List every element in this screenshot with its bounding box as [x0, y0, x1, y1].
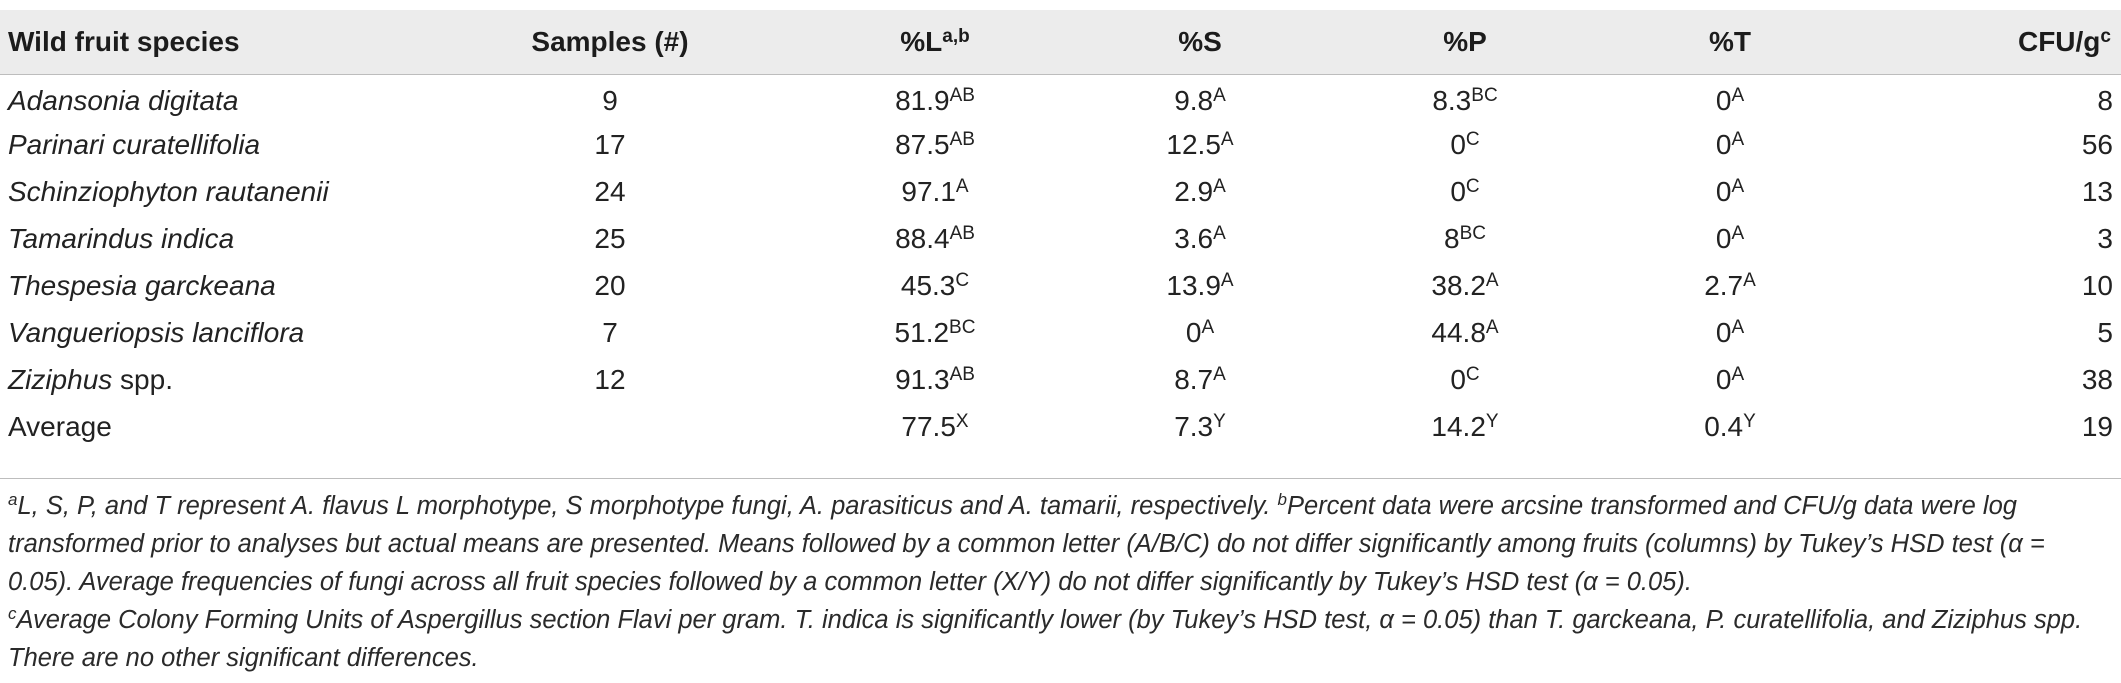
- samples-cell: 17: [594, 128, 626, 160]
- cfu-cell: 8: [2097, 84, 2113, 116]
- l-cell: 77.5X: [901, 410, 969, 442]
- header-percent-p: %P: [1443, 26, 1487, 57]
- footnote-a-text: L, S, P, and T represent A. flavus L mor…: [17, 492, 1271, 520]
- cfu-cell: 38: [2081, 363, 2113, 395]
- footnote-mark-b: b: [1277, 490, 1287, 509]
- table-row: Ziziphus spp. 12 91.3AB 8.7A 0C 0A 38: [0, 356, 2121, 403]
- s-cell: 2.9A: [1174, 175, 1226, 207]
- header-footnote-mark: a,b: [942, 26, 970, 47]
- l-cell: 88.4AB: [895, 222, 975, 254]
- samples-cell: 24: [594, 175, 626, 207]
- samples-cell: [420, 403, 800, 450]
- species-name: Vangueriopsis lanciflora: [8, 316, 305, 348]
- footnote-c: cAverage Colony Forming Units of Aspergi…: [8, 601, 2113, 677]
- t-cell: 0A: [1715, 363, 1745, 395]
- t-cell: 0A: [1715, 175, 1745, 207]
- s-cell: 7.3Y: [1174, 410, 1226, 442]
- p-cell: 0C: [1450, 363, 1480, 395]
- s-cell: 13.9A: [1166, 269, 1234, 301]
- species-name: Adansonia digitata: [8, 84, 239, 116]
- species-name: Ziziphus spp.: [8, 363, 173, 395]
- data-table: Wild fruit species Samples (#) %La,b %S …: [0, 10, 2121, 450]
- p-cell: 38.2A: [1431, 269, 1499, 301]
- header-percent-l: %La,b: [900, 26, 970, 57]
- species-name: Tamarindus indica: [8, 222, 235, 254]
- p-cell: 44.8A: [1431, 316, 1499, 348]
- samples-cell: 12: [594, 363, 626, 395]
- header-cfu: CFU/gc: [2017, 26, 2111, 57]
- t-cell: 2.7A: [1704, 269, 1756, 301]
- cfu-cell: 10: [2081, 269, 2113, 301]
- table-row: Parinari curatellifolia 17 87.5AB 12.5A …: [0, 121, 2121, 168]
- footnote-c-text: Average Colony Forming Units of Aspergil…: [8, 606, 2083, 672]
- t-cell: 0A: [1715, 222, 1745, 254]
- samples-cell: 9: [602, 84, 618, 116]
- cfu-cell: 13: [2081, 175, 2113, 207]
- header-samples: Samples (#): [531, 26, 689, 57]
- l-cell: 51.2BC: [894, 316, 976, 348]
- cfu-cell: 5: [2097, 316, 2113, 348]
- s-cell: 0A: [1185, 316, 1215, 348]
- t-cell: 0A: [1715, 316, 1745, 348]
- footnote-mark-c: c: [8, 604, 17, 623]
- p-cell: 0C: [1450, 128, 1480, 160]
- species-name: Thespesia garckeana: [8, 269, 276, 301]
- species-name: Schinziophyton rautanenii: [8, 175, 329, 207]
- table-row: Thespesia garckeana 20 45.3C 13.9A 38.2A…: [0, 262, 2121, 309]
- footnote-mark-a: a: [8, 490, 18, 509]
- samples-cell: 20: [594, 269, 626, 301]
- l-cell: 87.5AB: [895, 128, 975, 160]
- header-footnote-mark: c: [2100, 26, 2111, 47]
- table-footnotes: aL, S, P, and T represent A. flavus L mo…: [8, 487, 2113, 677]
- l-cell: 45.3C: [900, 269, 970, 301]
- table-row: Schinziophyton rautanenii 24 97.1A 2.9A …: [0, 168, 2121, 215]
- s-cell: 12.5A: [1166, 128, 1234, 160]
- t-cell: 0.4Y: [1704, 410, 1756, 442]
- table-bottom-divider: [0, 478, 2121, 479]
- s-cell: 8.7A: [1174, 363, 1226, 395]
- t-cell: 0A: [1715, 128, 1745, 160]
- p-cell: 14.2Y: [1431, 410, 1499, 442]
- samples-cell: 25: [594, 222, 626, 254]
- t-cell: 0A: [1715, 84, 1745, 116]
- footnote-ab: aL, S, P, and T represent A. flavus L mo…: [8, 487, 2113, 601]
- header-percent-t: %T: [1709, 26, 1751, 57]
- species-name: Parinari curatellifolia: [8, 128, 261, 160]
- average-label: Average: [8, 410, 112, 442]
- cfu-cell: 56: [2081, 128, 2113, 160]
- l-cell: 91.3AB: [895, 363, 975, 395]
- s-cell: 9.8A: [1174, 84, 1226, 116]
- p-cell: 8BC: [1444, 222, 1486, 254]
- header-row: Wild fruit species Samples (#) %La,b %S …: [0, 10, 2121, 74]
- l-cell: 81.9AB: [895, 84, 975, 116]
- header-percent-s: %S: [1178, 26, 1222, 57]
- table-row: Vangueriopsis lanciflora 7 51.2BC 0A 44.…: [0, 309, 2121, 356]
- header-divider: [0, 74, 2121, 75]
- average-row: Average 77.5X 7.3Y 14.2Y 0.4Y 19: [0, 403, 2121, 450]
- cfu-cell: 19: [2081, 410, 2113, 442]
- cfu-cell: 3: [2097, 222, 2113, 254]
- header-species: Wild fruit species: [8, 26, 240, 57]
- footnote-b-text: Percent data were arcsine transformed an…: [8, 492, 2045, 596]
- s-cell: 3.6A: [1174, 222, 1226, 254]
- p-cell: 0C: [1450, 175, 1480, 207]
- samples-cell: 7: [602, 316, 618, 348]
- l-cell: 97.1A: [901, 175, 969, 207]
- table-row: Adansonia digitata 9 81.9AB 9.8A 8.3BC 0…: [0, 74, 2121, 121]
- table-row: Tamarindus indica 25 88.4AB 3.6A 8BC 0A …: [0, 215, 2121, 262]
- p-cell: 8.3BC: [1432, 84, 1498, 116]
